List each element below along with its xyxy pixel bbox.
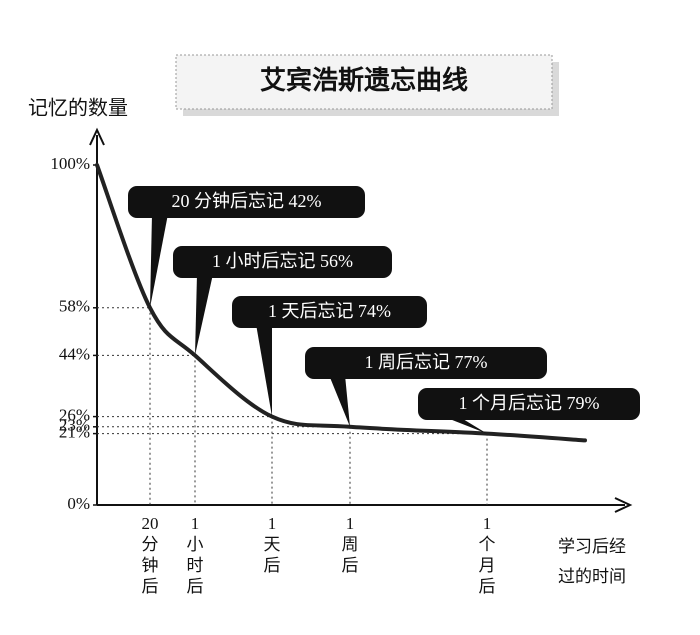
callout: 1 天后忘记 74%: [232, 296, 427, 417]
callout: 20 分钟后忘记 42%: [128, 186, 365, 308]
x-tick-label: 20 分钟后: [142, 514, 159, 596]
callout-text: 1 天后忘记 74%: [268, 301, 391, 321]
callout-text: 1 个月后忘记 79%: [459, 393, 600, 413]
callout: 1 个月后忘记 79%: [418, 388, 640, 434]
y-tick-label: 0%: [67, 494, 90, 513]
y-axis-label: 记忆的数量: [28, 97, 128, 120]
y-tick-label: 23%: [59, 416, 90, 435]
callout-text: 1 小时后忘记 56%: [212, 251, 353, 271]
callout-box: [128, 186, 365, 218]
x-tick-label: 1 周后: [342, 514, 359, 575]
callout-pointer: [195, 274, 213, 356]
callout-box: [305, 347, 547, 379]
x-tick-label: 1 小时后: [187, 514, 204, 596]
callout-text: 1 周后忘记 77%: [365, 352, 488, 372]
y-tick-label: 21%: [59, 423, 90, 442]
x-axis-arrow: [614, 497, 633, 513]
y-axis-arrow: [89, 127, 105, 146]
x-tick-label: 1 天后: [264, 514, 281, 575]
callout-box: [418, 388, 640, 420]
y-tick-label: 26%: [59, 406, 90, 425]
y-tick-label: 100%: [50, 154, 90, 173]
callout-pointer: [256, 324, 272, 417]
title-box: [175, 54, 553, 110]
callout-box: [173, 246, 392, 278]
chart-title: 艾宾浩斯遗忘曲线: [260, 65, 468, 95]
callout-box: [232, 296, 427, 328]
x-tick-label: 1 个月后: [479, 514, 496, 596]
callout-pointer: [150, 214, 168, 308]
y-tick-label: 58%: [59, 297, 90, 316]
callout: 1 周后忘记 77%: [305, 347, 547, 427]
y-tick-label: 44%: [59, 344, 90, 363]
x-axis-label: 学习后经过的时间: [558, 537, 626, 586]
callout-pointer: [442, 416, 487, 434]
callout-text: 20 分钟后忘记 42%: [172, 191, 322, 211]
callout-pointer: [329, 375, 350, 427]
callout: 1 小时后忘记 56%: [173, 246, 392, 356]
